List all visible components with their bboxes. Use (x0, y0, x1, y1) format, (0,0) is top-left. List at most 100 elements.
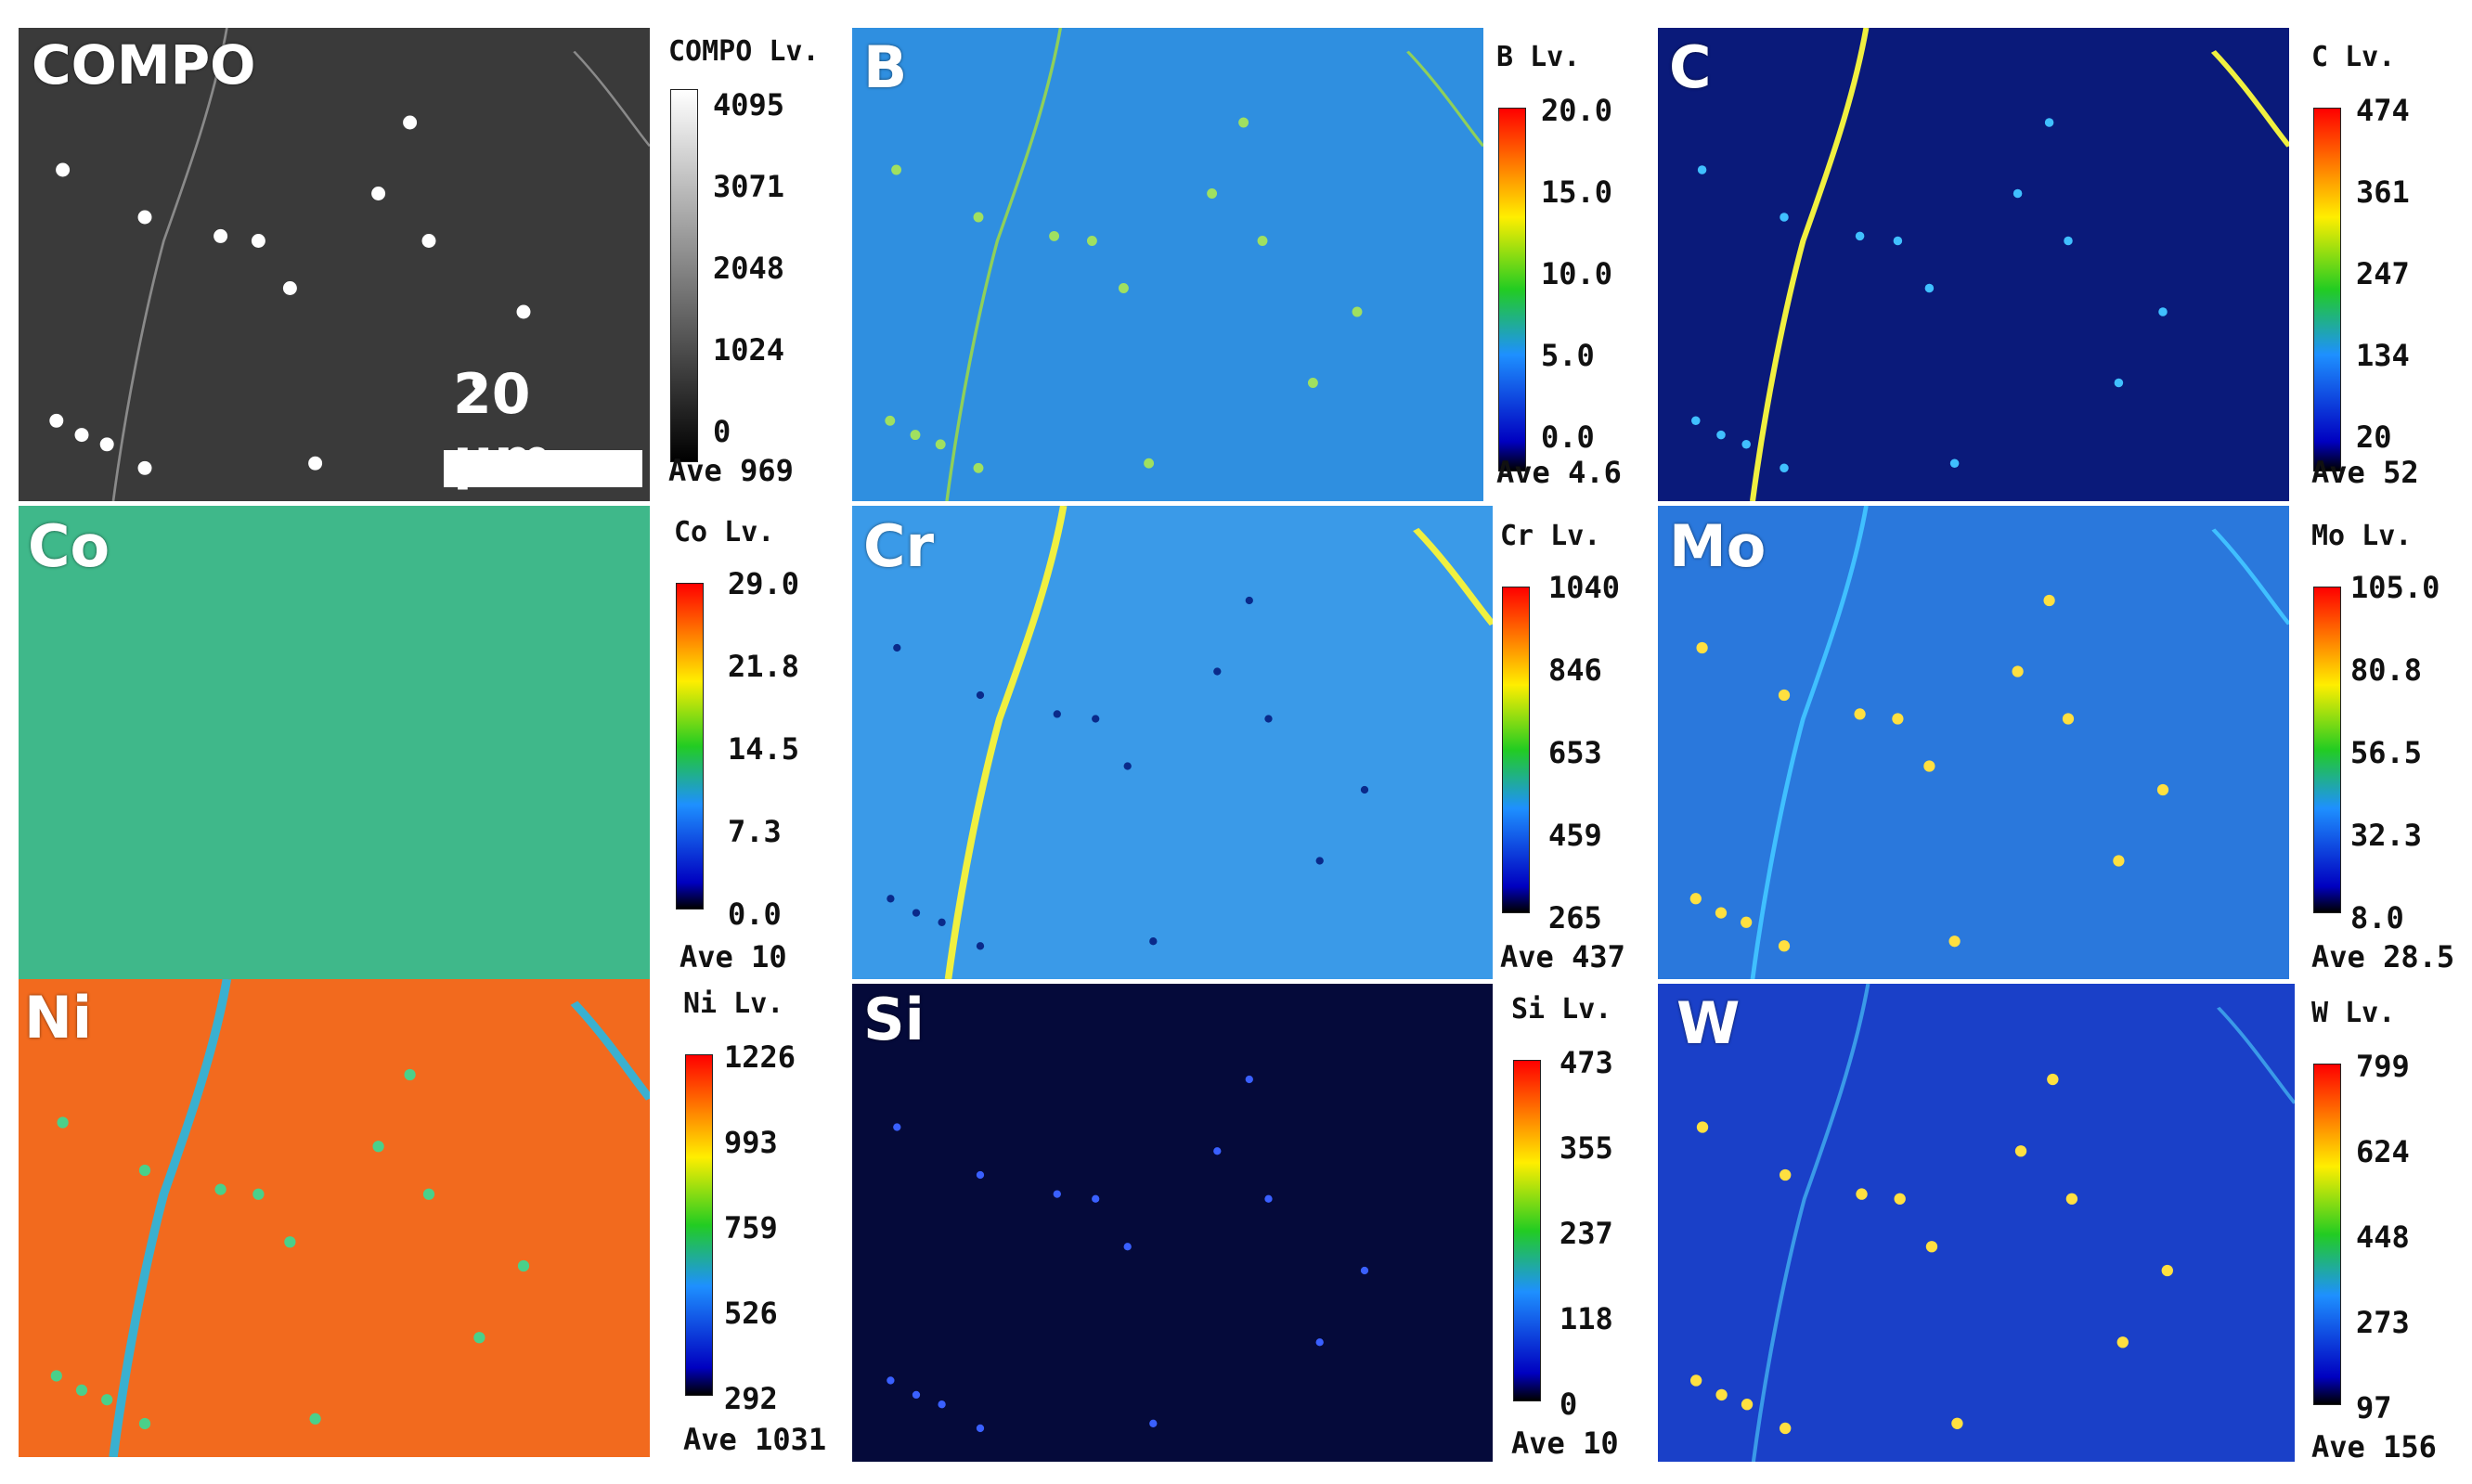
w-particle-0 (1696, 1121, 1709, 1133)
ni-grain-boundary-1 (570, 1000, 650, 1101)
w-particle-10 (1741, 1399, 1754, 1411)
c-average: Ave 52 (2311, 455, 2419, 490)
w-legend-title: W Lv. (2311, 997, 2396, 1029)
si-particle-2 (1053, 1190, 1061, 1198)
ni-particle-14 (517, 1259, 530, 1272)
b-particle-10 (935, 439, 946, 450)
b-grain-boundary-0 (945, 28, 1063, 501)
c-particle-2 (1855, 231, 1865, 241)
w-map-image (1658, 984, 2295, 1462)
ni-map-image (19, 979, 650, 1457)
w-grain-boundary-0 (1751, 984, 1870, 1462)
ni-tick-2: 759 (724, 1210, 778, 1245)
cr-legend: Cr Lv. 1040 846 653 459 265 Ave 437 (1500, 520, 1658, 984)
c-legend-title: C Lv. (2311, 41, 2396, 73)
co-map-graphic (19, 506, 650, 979)
si-panel-label: Si (863, 986, 925, 1053)
w-panel-label: W (1676, 989, 1741, 1057)
ni-particle-7 (473, 1332, 485, 1344)
c-color-scale (2313, 108, 2341, 471)
b-particle-2 (1049, 230, 1060, 241)
b-particle-0 (891, 164, 902, 175)
mo-tick-1: 80.8 (2350, 652, 2423, 688)
compo-particle-8 (49, 413, 64, 428)
b-map-image (852, 28, 1483, 501)
cr-particle-8 (887, 895, 895, 903)
w-particle-4 (1925, 1241, 1938, 1253)
ni-tick-4: 292 (724, 1381, 778, 1416)
ni-particle-0 (57, 1116, 69, 1129)
compo-average: Ave 969 (668, 453, 794, 488)
co-map-background (19, 506, 650, 979)
w-tick-3: 273 (2356, 1305, 2410, 1340)
cr-average: Ave 437 (1500, 939, 1625, 974)
si-legend-title: Si Lv. (1511, 993, 1612, 1026)
b-map-graphic (852, 28, 1483, 501)
si-particle-6 (1245, 1075, 1253, 1084)
compo-particle-4 (282, 281, 297, 295)
b-grain-boundary-1 (1406, 50, 1483, 148)
si-map-image (852, 984, 1493, 1462)
w-legend: W Lv. 799 624 448 273 97 Ave 156 (2311, 997, 2469, 1470)
b-particle-4 (1118, 283, 1129, 293)
c-particle-5 (2013, 188, 2023, 199)
mo-panel-label: Mo (1669, 512, 1767, 580)
c-tick-3: 134 (2356, 338, 2410, 373)
w-particle-3 (1894, 1193, 1906, 1205)
co-tick-2: 14.5 (728, 731, 800, 767)
b-legend-title: B Lv. (1496, 41, 1581, 73)
mo-particle-5 (2012, 665, 2024, 677)
mo-particle-3 (1892, 713, 1904, 725)
compo-particle-5 (371, 187, 386, 200)
mo-average: Ave 28.5 (2311, 939, 2455, 974)
mo-particle-10 (1741, 916, 1753, 928)
c-particle-0 (1697, 165, 1707, 174)
c-map-image (1658, 28, 2289, 501)
c-tick-2: 247 (2356, 256, 2410, 291)
ni-panel-label: Ni (24, 984, 93, 1052)
si-tick-1: 355 (1560, 1130, 1613, 1166)
w-map-background (1658, 984, 2295, 1462)
co-tick-4: 0.0 (728, 897, 782, 932)
mo-particle-11 (1778, 940, 1791, 952)
c-panel-label: C (1669, 33, 1712, 101)
co-legend: Co Lv. 29.0 21.8 14.5 7.3 0.0 Ave 10 (674, 516, 850, 980)
co-tick-3: 7.3 (728, 814, 782, 849)
cr-particle-10 (938, 918, 946, 926)
cr-grain-boundary-0 (944, 506, 1068, 979)
ni-tick-0: 1226 (724, 1039, 796, 1075)
c-grain-boundary-0 (1749, 28, 1870, 501)
co-color-scale (676, 583, 704, 910)
w-tick-0: 799 (2356, 1049, 2410, 1084)
c-particle-13 (2064, 236, 2073, 246)
mo-particle-14 (2156, 783, 2169, 796)
cr-particle-5 (1213, 667, 1222, 676)
b-particle-3 (1086, 236, 1097, 246)
b-map-background (852, 28, 1483, 501)
compo-grain-boundary-0 (111, 28, 228, 501)
compo-particle-0 (56, 162, 71, 177)
si-particle-10 (938, 1400, 946, 1409)
b-particle-11 (973, 462, 984, 473)
cr-particle-11 (976, 942, 985, 950)
mo-grain-boundary-0 (1750, 506, 1869, 979)
w-particle-14 (2161, 1264, 2173, 1277)
cr-particle-9 (912, 909, 921, 917)
compo-map-image (19, 28, 650, 501)
w-particle-5 (2014, 1145, 2027, 1157)
ni-color-scale (685, 1054, 713, 1396)
si-particle-4 (1123, 1243, 1132, 1251)
mo-map-image (1658, 506, 2289, 979)
c-particle-3 (1893, 236, 1903, 246)
b-tick-1: 15.0 (1541, 174, 1613, 210)
c-tick-1: 361 (2356, 174, 2410, 210)
b-average: Ave 4.6 (1496, 455, 1622, 490)
cr-legend-title: Cr Lv. (1500, 520, 1601, 552)
ni-map-graphic (19, 979, 650, 1457)
ni-particle-11 (138, 1417, 151, 1430)
b-particle-5 (1207, 188, 1218, 199)
cr-particle-13 (1264, 715, 1273, 723)
b-tick-2: 10.0 (1541, 256, 1613, 291)
ni-particle-5 (372, 1141, 384, 1153)
ni-tick-3: 526 (724, 1296, 778, 1331)
